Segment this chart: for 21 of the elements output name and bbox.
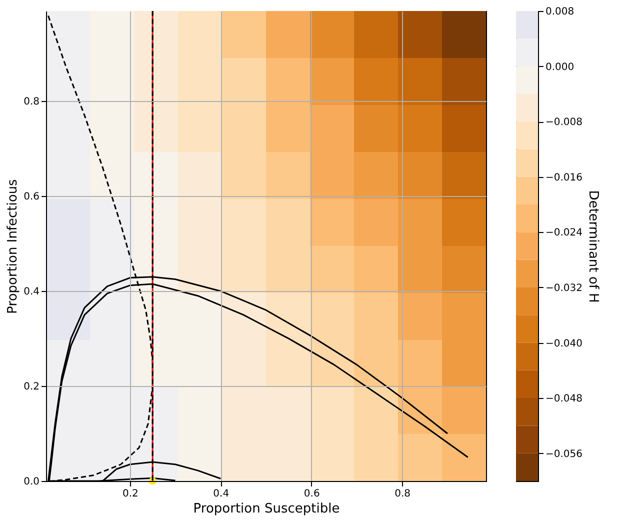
y-tick-label: 0.8: [24, 96, 40, 108]
x-tick-label: 0.2: [122, 488, 138, 500]
color-bar-title: Determinant of H: [586, 190, 601, 303]
y-tick-label: 0.4: [24, 286, 40, 298]
color-bar-label: −0.016: [546, 172, 583, 184]
y-tick-label: 0.0: [24, 476, 40, 488]
color-bar-label: 0.008: [546, 6, 574, 18]
color-bar-label: −0.032: [546, 282, 583, 294]
x-axis-title: Proportion Susceptible: [193, 502, 340, 516]
color-bar-label: −0.056: [546, 448, 583, 460]
y-axis-title: Proportion Infectious: [6, 178, 21, 314]
color-bar-label: −0.048: [546, 394, 583, 405]
color-bar-label: −0.008: [546, 117, 583, 128]
y-tick-label: 0.6: [24, 192, 40, 203]
x-tick-label: 0.6: [304, 488, 320, 500]
color-bar-label: −0.040: [546, 338, 583, 350]
y-tick-label: 0.2: [24, 382, 40, 393]
x-tick-label: 0.4: [213, 488, 230, 500]
x-tick-label: 0.8: [394, 488, 411, 500]
color-bar-label: −0.024: [546, 228, 583, 239]
color-bar-label: 0.000: [546, 62, 574, 73]
